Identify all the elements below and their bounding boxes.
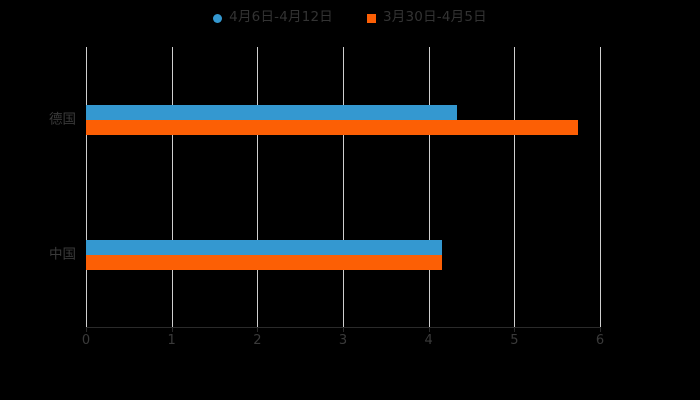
gridline-x-6 — [600, 47, 601, 327]
gridline-x-4 — [428, 47, 430, 327]
x-tick-label: 3 — [338, 333, 348, 348]
x-tick-label: 5 — [510, 333, 519, 348]
gridline-x-3 — [343, 47, 344, 327]
bar-中国-series-1[interactable] — [86, 240, 443, 255]
x-tick-label: 1 — [167, 333, 176, 348]
gridline-x-1 — [171, 47, 173, 327]
gridline-x-2 — [257, 47, 259, 327]
legend-label-series-1: 4月6日-4月12日 — [229, 9, 333, 26]
gridline-x-5 — [514, 47, 516, 327]
plot-area — [86, 47, 601, 327]
y-category-label-0: 德国 — [49, 111, 76, 128]
chart-legend: 4月6日-4月12日 3月30日-4月5日 — [0, 6, 700, 30]
bar-中国-series-2[interactable] — [86, 255, 442, 270]
x-tick-label: 2 — [253, 333, 262, 348]
x-tick-mark-2 — [257, 327, 259, 332]
x-tick-label: 0 — [81, 333, 91, 348]
legend-square-marker-icon — [367, 13, 376, 23]
legend-item-series-2[interactable]: 3月30日-4月5日 — [367, 11, 487, 25]
x-tick-label: 6 — [595, 333, 605, 348]
x-tick-mark-3 — [343, 327, 344, 332]
x-tick-mark-6 — [600, 327, 601, 332]
x-tick-label: 4 — [424, 333, 433, 348]
legend-label-series-2: 3月30日-4月5日 — [383, 9, 487, 26]
x-tick-mark-4 — [428, 327, 430, 332]
bar-德国-series-2[interactable] — [86, 120, 578, 135]
x-tick-mark-5 — [514, 327, 516, 332]
gridline-x-0 — [86, 47, 87, 327]
x-tick-mark-0 — [86, 327, 87, 332]
legend-circle-marker-icon — [213, 13, 223, 23]
bar-德国-series-1[interactable] — [86, 105, 457, 120]
x-tick-mark-1 — [171, 327, 173, 332]
y-category-label-1: 中国 — [49, 246, 76, 263]
legend-item-series-1[interactable]: 4月6日-4月12日 — [213, 11, 333, 25]
